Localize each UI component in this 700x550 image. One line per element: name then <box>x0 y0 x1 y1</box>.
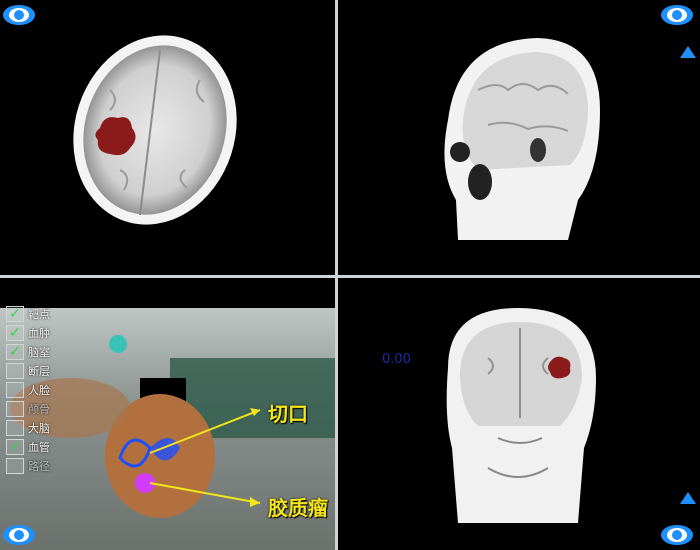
axial-brain-image <box>73 35 237 225</box>
checkbox[interactable] <box>6 343 24 360</box>
annotation-incision: 切口 <box>268 402 308 426</box>
layer-item[interactable]: 颅骨 <box>6 399 66 418</box>
sagittal-view-pane[interactable] <box>338 0 700 275</box>
layer-label: 人脸 <box>28 383 50 397</box>
coronal-view-pane[interactable]: 0.00 <box>338 278 700 550</box>
eye-icon[interactable] <box>2 524 36 546</box>
checkbox[interactable] <box>6 324 24 341</box>
layer-label: 路径 <box>28 459 50 473</box>
layer-item[interactable]: 大脑 <box>6 418 66 437</box>
annotation-glioma: 胶质瘤 <box>268 496 328 520</box>
checkbox[interactable] <box>6 438 24 455</box>
sagittal-head-image <box>444 38 600 240</box>
lesion-axial <box>95 117 136 156</box>
axial-view-pane[interactable] <box>0 0 335 275</box>
checkbox[interactable] <box>6 457 24 474</box>
layer-label: 断层 <box>28 364 50 378</box>
checkbox[interactable] <box>6 400 24 417</box>
layer-item[interactable]: 靶点 <box>6 304 66 323</box>
eye-icon[interactable] <box>2 4 36 26</box>
layer-item[interactable]: 路径 <box>6 456 66 475</box>
layer-item[interactable]: 人脸 <box>6 380 66 399</box>
zoom-readout: 0.00 <box>382 352 411 367</box>
layer-label: 脑室 <box>28 345 50 359</box>
eye-icon[interactable] <box>660 524 694 546</box>
horizontal-divider[interactable] <box>0 275 700 278</box>
surgical-photo-pane[interactable]: 靶点 血肿 脑室 断层 人脸 颅骨 大脑 血管 <box>0 278 335 550</box>
checkbox[interactable] <box>6 362 24 379</box>
layer-label: 血管 <box>28 440 50 454</box>
patient-head-overlay <box>10 335 335 518</box>
layer-list: 靶点 血肿 脑室 断层 人脸 颅骨 大脑 血管 <box>6 304 66 475</box>
layer-label: 靶点 <box>28 307 50 321</box>
layer-item[interactable]: 脑室 <box>6 342 66 361</box>
layer-label: 颅骨 <box>28 402 50 416</box>
checkbox[interactable] <box>6 381 24 398</box>
layer-label: 大脑 <box>28 421 50 435</box>
eye-icon[interactable] <box>660 4 694 26</box>
lesion-coronal <box>548 356 571 379</box>
triangle-up-icon[interactable] <box>680 492 696 504</box>
layer-label: 血肿 <box>28 326 50 340</box>
coronal-head-image <box>446 308 596 523</box>
checkbox[interactable] <box>6 305 24 322</box>
layer-item[interactable]: 断层 <box>6 361 66 380</box>
layer-item[interactable]: 血管 <box>6 437 66 456</box>
checkbox[interactable] <box>6 419 24 436</box>
triangle-up-icon[interactable] <box>680 46 696 58</box>
layer-item[interactable]: 血肿 <box>6 323 66 342</box>
